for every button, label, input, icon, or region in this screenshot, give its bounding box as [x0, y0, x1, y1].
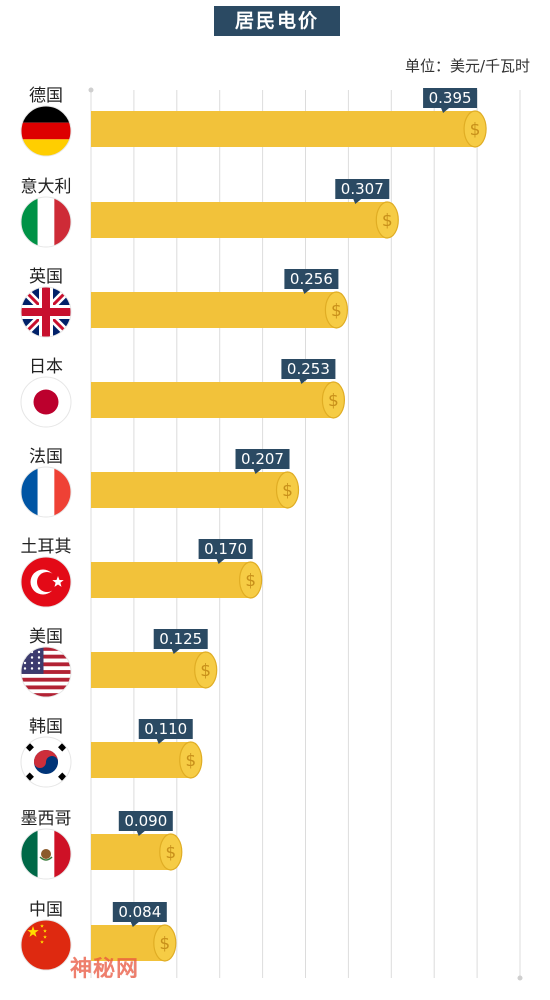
value-label-pointer [353, 199, 362, 204]
uk-flag-icon [20, 286, 72, 338]
dollar-icon: $ [185, 751, 196, 771]
bar-row: 法国 $0.207 [20, 447, 300, 518]
japan-flag-icon [20, 376, 72, 428]
bar-row: 英国 $0.256 [20, 267, 349, 338]
bar [91, 472, 288, 508]
country-label: 英国 [29, 267, 63, 287]
dollar-icon: $ [470, 120, 481, 140]
value-label-box [281, 359, 336, 379]
value-label-pointer [130, 922, 139, 927]
value-label-pointer [156, 739, 165, 744]
bar [91, 742, 191, 778]
value-label-box [138, 719, 193, 739]
coin-icon [179, 741, 203, 779]
chart-title: 居民电价 [214, 6, 340, 36]
value-label-pointer [171, 649, 180, 654]
value-label: 0.090 [124, 812, 167, 830]
dollar-icon: $ [328, 391, 339, 411]
coin-icon [324, 291, 349, 329]
dollar-icon: $ [245, 571, 256, 591]
value-label-box [235, 449, 290, 469]
bar [91, 111, 476, 147]
italy-flag-icon [20, 196, 72, 248]
dollar-icon: $ [200, 661, 211, 681]
value-label-box [198, 539, 253, 559]
bar-row: 韩国 $0.110 [20, 717, 203, 788]
mexico-flag-icon [20, 828, 72, 880]
coin-icon [463, 110, 487, 148]
country-label: 德国 [29, 86, 63, 106]
value-label-box [423, 88, 478, 108]
china-flag-icon [20, 919, 72, 971]
bar [91, 382, 334, 418]
korea-flag-icon [20, 736, 72, 788]
dollar-icon: $ [331, 301, 342, 321]
coin-icon [194, 651, 218, 689]
coin-icon [159, 833, 183, 871]
value-label-box [284, 269, 339, 289]
bar [91, 562, 251, 598]
dollar-icon: $ [159, 934, 170, 954]
coin-icon [239, 561, 263, 599]
value-label: 0.256 [290, 270, 333, 288]
axis-dot [517, 975, 523, 981]
bar [91, 834, 171, 870]
country-label: 美国 [29, 627, 63, 647]
country-label: 日本 [29, 357, 63, 377]
dollar-icon: $ [382, 211, 393, 231]
value-label-pointer [253, 469, 262, 474]
value-label-pointer [302, 289, 311, 294]
value-label: 0.110 [144, 720, 187, 738]
value-label-pointer [216, 559, 225, 564]
value-label: 0.170 [204, 540, 247, 558]
turkey-flag-icon [20, 556, 72, 608]
country-label: 土耳其 [21, 537, 72, 557]
country-label: 意大利 [21, 177, 72, 197]
value-label: 0.307 [341, 180, 384, 198]
bar-row: 土耳其 $0.170 [20, 537, 263, 608]
bar [91, 652, 206, 688]
value-label-box [112, 902, 167, 922]
country-label: 墨西哥 [21, 809, 72, 829]
bar-row: 美国 $0.125 [20, 627, 218, 698]
bar-row: 中国 $0.084 [20, 900, 177, 971]
france-flag-icon [20, 466, 72, 518]
usa-flag-icon [20, 646, 72, 698]
bar-row: 意大利 $0.307 [20, 177, 399, 248]
value-label: 0.125 [159, 630, 202, 648]
coin-icon [275, 471, 300, 509]
value-label-pointer [299, 379, 308, 384]
bar-row: 德国 $0.395 [20, 86, 487, 157]
value-label-box [153, 629, 208, 649]
value-label-pointer [441, 108, 450, 113]
unit-label: 单位：美元/千瓦时 [404, 57, 530, 75]
value-label-pointer [136, 831, 145, 836]
value-label: 0.253 [287, 360, 330, 378]
coin-icon [321, 381, 346, 419]
bar-row: 日本 $0.253 [20, 357, 346, 428]
value-label: 0.084 [118, 903, 161, 921]
bar-row: 墨西哥 $0.090 [20, 809, 183, 880]
value-label-box [335, 179, 390, 199]
value-label: 0.395 [429, 89, 472, 107]
coin-icon [375, 201, 399, 239]
value-label: 0.207 [241, 450, 284, 468]
dollar-icon: $ [165, 843, 176, 863]
bar [91, 292, 337, 328]
bar [91, 202, 388, 238]
value-label-box [118, 811, 173, 831]
country-label: 法国 [29, 447, 63, 467]
country-label: 中国 [29, 900, 63, 920]
axis-dot [88, 87, 94, 93]
germany-flag-icon [20, 105, 72, 157]
dollar-icon: $ [282, 481, 293, 501]
bar [91, 925, 165, 961]
watermark-text: 神秘网 [70, 957, 140, 982]
coin-icon [153, 924, 177, 962]
country-label: 韩国 [29, 717, 63, 737]
